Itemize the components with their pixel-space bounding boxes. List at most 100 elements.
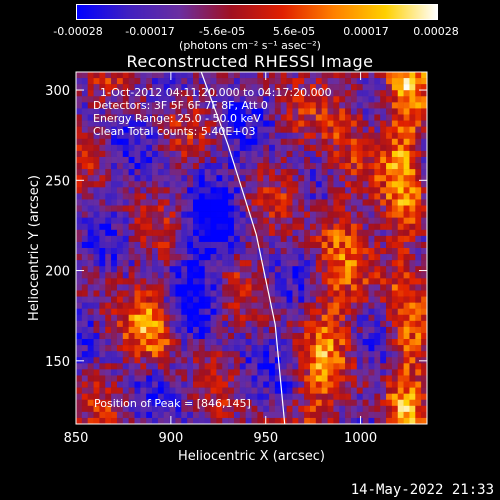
heatmap-cell <box>362 138 369 146</box>
heatmap-cell <box>187 126 194 133</box>
heatmap-cell <box>228 339 235 346</box>
heatmap-cell <box>274 144 282 152</box>
heatmap-cell <box>257 278 264 285</box>
heatmap-cell <box>116 108 124 115</box>
heatmap-cell <box>409 187 416 194</box>
heatmap-cell <box>257 175 264 182</box>
heatmap-cell <box>263 138 270 146</box>
heatmap-cell <box>321 284 328 291</box>
heatmap-cell <box>181 417 188 425</box>
heatmap-cell <box>157 290 165 297</box>
heatmap-cell <box>421 278 428 285</box>
heatmap-cell <box>87 150 94 158</box>
heatmap-cell <box>310 326 317 334</box>
heatmap-cell <box>315 308 322 316</box>
heatmap-cell <box>397 375 404 382</box>
heatmap-cell <box>397 187 404 194</box>
heatmap-cell <box>310 187 317 194</box>
heatmap-cell <box>175 78 182 85</box>
heatmap-cell <box>339 290 346 297</box>
heatmap-cell <box>81 84 88 91</box>
heatmap-cell <box>310 102 317 109</box>
heatmap-cell <box>356 302 363 309</box>
heatmap-cell <box>315 248 322 255</box>
heatmap-cell <box>181 120 188 127</box>
heatmap-cell <box>304 235 311 243</box>
heatmap-cell <box>239 150 246 158</box>
heatmap-cell <box>245 199 252 206</box>
heatmap-cell <box>111 120 118 127</box>
heatmap-cell <box>321 144 328 152</box>
heatmap-cell <box>76 284 83 291</box>
heatmap-cell <box>210 150 217 158</box>
heatmap-cell <box>228 290 235 297</box>
heatmap-cell <box>187 96 194 103</box>
heatmap-cell <box>286 381 293 388</box>
heatmap-cell <box>421 320 428 328</box>
heatmap-cell <box>374 387 381 394</box>
heatmap-cell <box>228 181 235 188</box>
heatmap-cell <box>345 260 352 267</box>
heatmap-cell <box>263 308 270 316</box>
heatmap-cell <box>257 78 264 85</box>
heatmap-cell <box>210 351 217 358</box>
heatmap-cell <box>93 235 100 243</box>
heatmap-cell <box>368 345 375 352</box>
heatmap-cell <box>415 266 422 273</box>
heatmap-cell <box>210 114 217 121</box>
heatmap-cell <box>356 290 363 297</box>
heatmap-cell <box>198 357 205 364</box>
heatmap-cell <box>128 357 135 364</box>
heatmap-cell <box>315 126 322 133</box>
heatmap-cell <box>362 84 369 91</box>
heatmap-cell <box>193 217 200 225</box>
heatmap-cell <box>263 314 270 322</box>
heatmap-cell <box>87 260 94 267</box>
heatmap-cell <box>128 284 135 291</box>
heatmap-cell <box>292 308 299 316</box>
heatmap-cell <box>187 296 194 303</box>
heatmap-cell <box>116 375 124 382</box>
heatmap-cell <box>93 102 100 109</box>
heatmap-cell <box>152 399 159 407</box>
heatmap-cell <box>415 84 422 91</box>
heatmap-cell <box>134 163 141 170</box>
heatmap-cell <box>245 248 252 255</box>
heatmap-cell <box>122 284 129 291</box>
heatmap-cell <box>105 205 112 212</box>
heatmap-cell <box>304 241 311 249</box>
heatmap-cell <box>397 387 404 394</box>
heatmap-cell <box>169 169 176 176</box>
heatmap-cell <box>187 217 194 225</box>
heatmap-cell <box>169 187 176 194</box>
heatmap-cell <box>304 102 311 109</box>
heatmap-cell <box>269 114 276 121</box>
heatmap-cell <box>327 72 334 79</box>
heatmap-cell <box>99 405 106 413</box>
heatmap-cell <box>339 78 346 85</box>
heatmap-cell <box>368 387 375 394</box>
heatmap-cell <box>245 405 252 413</box>
heatmap-cell <box>415 163 422 170</box>
heatmap-cell <box>193 235 200 243</box>
heatmap-cell <box>345 163 352 170</box>
heatmap-cell <box>140 272 147 279</box>
heatmap-cell <box>274 102 282 109</box>
heatmap-cell <box>356 387 363 394</box>
heatmap-cell <box>111 132 118 140</box>
heatmap-cell <box>99 387 106 394</box>
heatmap-cell <box>163 284 170 291</box>
heatmap-cell <box>140 405 147 413</box>
heatmap-cell <box>76 193 83 200</box>
heatmap-cell <box>81 187 88 194</box>
heatmap-cell <box>409 150 416 158</box>
heatmap-cell <box>391 175 399 182</box>
heatmap-cell <box>280 138 287 146</box>
heatmap-cell <box>292 84 299 91</box>
heatmap-cell <box>286 375 293 382</box>
heatmap-cell <box>292 223 299 231</box>
heatmap-cell <box>116 369 124 376</box>
heatmap-cell <box>391 199 399 206</box>
heatmap-cell <box>210 126 217 133</box>
heatmap-cell <box>280 284 287 291</box>
